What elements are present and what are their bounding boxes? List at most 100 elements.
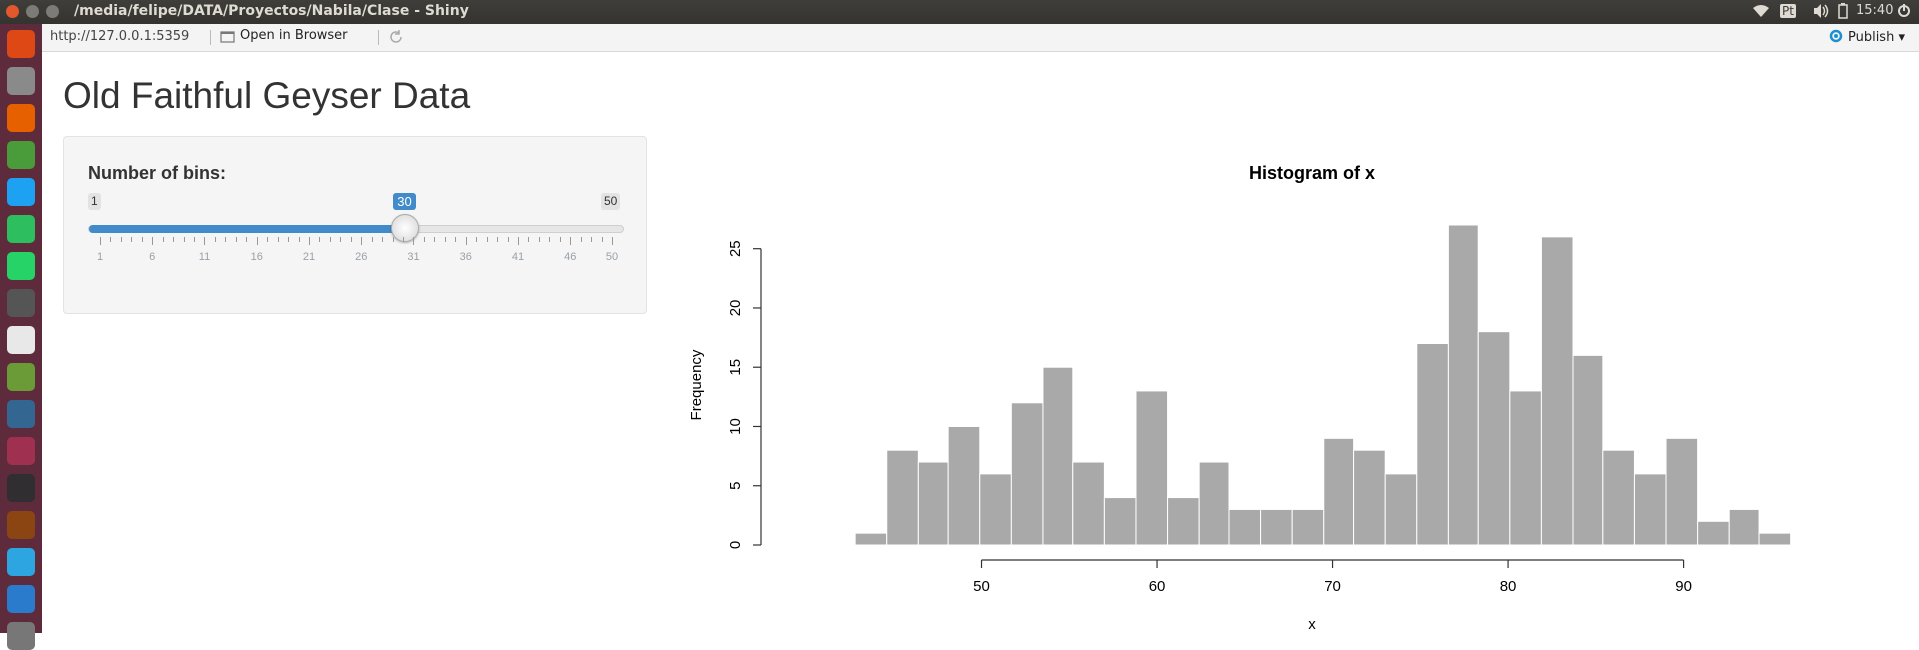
slider-tick-label: 36: [459, 251, 472, 263]
slider-minor-tick: [444, 237, 446, 242]
text-editor-icon[interactable]: [7, 289, 35, 317]
slider-minor-tick: [371, 237, 373, 242]
slider-major-tick: [612, 237, 613, 245]
slider-minor-tick: [382, 237, 384, 242]
slider-minor-tick: [476, 237, 478, 242]
slider-major-tick: [308, 237, 310, 245]
histogram-plot: Histogram of x 50 60 70 80 90 0 5 10 15 20 25 Freque…: [688, 163, 1792, 633]
slider-minor-tick: [434, 237, 436, 242]
slider-handle[interactable]: [391, 214, 420, 242]
window-close-button[interactable]: [6, 5, 19, 18]
refresh-icon[interactable]: [387, 28, 405, 46]
libreoffice-writer-icon[interactable]: [7, 326, 35, 354]
firefox-icon[interactable]: [7, 104, 35, 132]
slider-minor-tick: [549, 237, 551, 242]
histogram-bar: [947, 425, 981, 546]
slider-tick-label: 11: [198, 251, 211, 263]
slider-major-tick: [152, 237, 154, 245]
histogram-bar: [1291, 508, 1325, 546]
slider-minor-tick: [267, 237, 269, 242]
y-tick-label: 20: [727, 300, 744, 317]
battery-icon[interactable]: [1838, 3, 1848, 23]
publish-label: Publish: [1847, 30, 1895, 45]
page-title: Old Faithful Geyser Data: [63, 75, 471, 116]
whatsapp-icon[interactable]: [7, 252, 35, 280]
slider-ticks: 1 6 11 16 21 26 31 36 41 46 50: [88, 237, 624, 267]
histogram-bar: [1447, 224, 1479, 546]
publish-button[interactable]: Publish ▾: [1828, 28, 1905, 45]
slider-minor-tick: [131, 237, 133, 242]
slider-major-tick: [361, 237, 363, 245]
chrome-icon[interactable]: [7, 141, 35, 169]
slider-minor-tick: [528, 237, 530, 242]
slider-tick-label: 26: [355, 251, 368, 263]
slider-minor-tick: [277, 237, 279, 242]
slider-minor-tick: [120, 237, 122, 242]
evernote-icon[interactable]: [7, 215, 35, 243]
slider-minor-tick: [298, 237, 300, 242]
window-titlebar: /media/felipe/DATA/Proyectos/Nabila/Clas…: [0, 0, 1919, 24]
system-menu-icon[interactable]: [1896, 3, 1912, 23]
slider-minor-tick: [497, 237, 499, 242]
screenshot-icon[interactable]: [7, 622, 35, 650]
volume-icon[interactable]: [1812, 3, 1830, 23]
window-maximize-button[interactable]: [46, 5, 59, 18]
histogram-bar: [1167, 497, 1200, 546]
bins-slider-label: Number of bins:: [88, 163, 226, 183]
histogram-bar: [1323, 437, 1355, 546]
slider-tick-label: 1: [96, 251, 104, 263]
histogram-bar: [1540, 236, 1574, 546]
slider-minor-tick: [141, 237, 143, 242]
files-icon[interactable]: [7, 67, 35, 95]
histogram-bar: [1477, 331, 1511, 546]
obs-icon[interactable]: [7, 474, 35, 502]
slider-minor-tick: [246, 237, 248, 242]
url-display[interactable]: http://127.0.0.1:5359: [50, 29, 190, 44]
postgresql-icon[interactable]: [7, 400, 35, 428]
slider-major-tick: [100, 237, 101, 245]
slider-tick-label: 31: [407, 251, 420, 263]
slider-minor-tick: [559, 237, 561, 242]
viewer-toolbar: http://127.0.0.1:5359 Open in Browser Pu…: [42, 24, 1919, 52]
histogram-bar: [1602, 449, 1635, 546]
toolbar-divider: [378, 30, 379, 45]
slider-major-tick: [465, 237, 467, 245]
slider-tick-label: 46: [564, 251, 577, 263]
histogram-bar: [1384, 473, 1418, 546]
histogram-bar: [1416, 343, 1449, 546]
telegram-icon[interactable]: [7, 548, 35, 576]
vscode-icon[interactable]: [7, 585, 35, 613]
histogram-bar: [1260, 508, 1293, 546]
qgis-icon[interactable]: [7, 363, 35, 391]
slider-minor-tick: [214, 237, 216, 242]
slider-minor-tick: [392, 237, 394, 242]
slider-minor-tick: [110, 237, 112, 242]
chevron-down-icon: ▾: [1898, 30, 1905, 45]
chart-title: Histogram of x: [1249, 163, 1375, 183]
wifi-icon[interactable]: [1752, 3, 1770, 23]
slider-major-tick: [570, 237, 572, 245]
slider-minor-tick: [340, 237, 342, 242]
x-axis-label: x: [1308, 616, 1316, 633]
slider-track[interactable]: [88, 225, 624, 233]
histogram-bar: [1728, 508, 1760, 546]
open-in-browser-label: Open in Browser: [240, 28, 348, 43]
histogram-bar: [886, 449, 919, 546]
window-minimize-button[interactable]: [26, 5, 39, 18]
y-tick-label: 0: [727, 541, 744, 549]
slider-tick-label: 6: [149, 251, 156, 263]
keyboard-layout-indicator[interactable]: Pt: [1780, 4, 1796, 18]
slider-minor-tick: [225, 237, 227, 242]
toolbar-divider: [210, 30, 211, 45]
x-tick-label: 50: [973, 578, 990, 595]
clock[interactable]: 15:40: [1856, 3, 1894, 18]
open-in-browser-button[interactable]: Open in Browser: [220, 28, 348, 43]
library-icon[interactable]: [7, 511, 35, 539]
slider-min-label: 1: [88, 193, 101, 210]
ubuntu-icon[interactable]: [7, 30, 35, 58]
slider-tick-label: 41: [511, 251, 525, 263]
pen-app-icon[interactable]: [7, 437, 35, 465]
twitter-icon[interactable]: [7, 178, 35, 206]
slider-minor-tick: [423, 237, 425, 242]
slider-minor-tick: [455, 237, 457, 242]
